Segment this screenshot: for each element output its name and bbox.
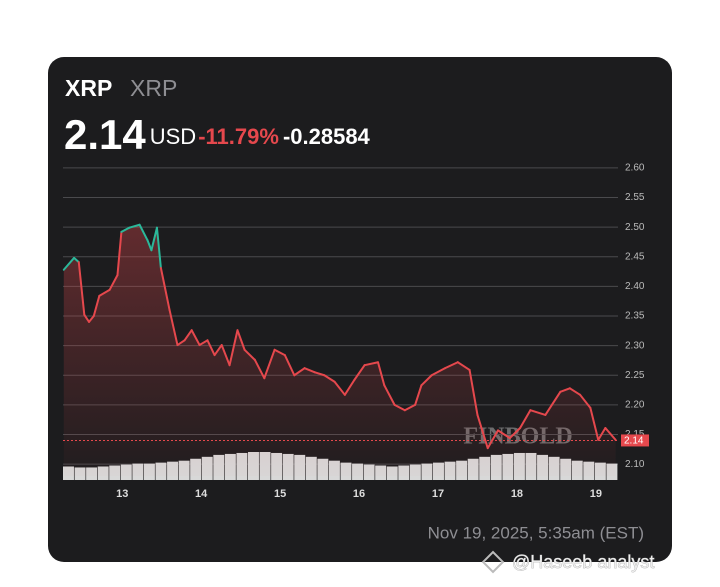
y-tick-label: 2.60 [625,162,645,173]
timestamp: Nov 19, 2025, 5:35am (EST) [428,523,644,542]
price-segment [444,361,459,370]
price-segment [343,379,356,396]
price-segment [263,348,276,380]
change: -0.28584 [283,124,371,149]
x-tick-label: 14 [195,488,208,500]
price-segment [138,223,149,242]
price-segment [420,374,433,387]
price-segment [403,403,417,412]
price-segment [544,390,562,416]
x-tick-label: 19 [590,488,602,500]
currency: USD [150,124,196,149]
y-tick-label: 2.40 [625,281,645,292]
price-segment [353,364,366,381]
price-segment [155,226,162,269]
change-pct: -11.79% [198,124,279,149]
y-tick-label: 2.10 [625,459,645,470]
price-segment [383,384,396,406]
credit-icon [481,550,505,574]
price-segment [183,329,193,342]
price-segment [497,429,511,440]
price-segment [303,367,316,374]
price-segment [476,413,489,450]
price-header: 2.14 USD-11.79% -0.28584 [64,111,371,158]
y-tick-label: 2.55 [625,192,645,203]
y-tick-label: 2.30 [625,340,645,351]
price-segment [519,409,532,429]
price-segment [323,374,336,383]
price-segment [206,339,216,357]
price-segment [92,294,101,317]
price-segment [176,339,186,347]
price-segment [120,226,131,233]
price-segment [116,230,123,277]
price: 2.14 [64,111,146,158]
price-segment [568,387,582,396]
price-area [63,224,616,476]
price-segment [150,226,158,252]
price-segment [486,429,499,450]
price-segment [333,380,346,396]
price-segment [283,354,296,377]
credit: @Haseeb analyst [512,552,654,572]
price-segment [198,339,209,347]
y-tick-label: 2.20 [625,400,645,411]
price-segment [430,367,447,377]
price-segment [363,361,379,367]
x-tick-label: 16 [353,488,365,500]
y-tick-label: 2.50 [625,222,645,233]
price-segment [313,371,326,377]
symbol: XRP [65,75,112,101]
price-segment [243,348,256,361]
price-segment [393,403,406,412]
price-segment [236,329,246,351]
price-segment [83,313,91,323]
price-segment [414,384,423,406]
price-segment [146,239,153,252]
price-segment [168,309,179,347]
y-tick-label: 2.35 [625,311,645,322]
price-segment [597,427,607,441]
price-segment [377,361,386,387]
current-price-tag [621,434,649,447]
price-segment [293,367,306,377]
price-segment [604,427,617,441]
x-tick-label: 17 [432,488,444,500]
asset-name: XRP [130,75,177,101]
price-segment [62,256,76,271]
current-price-label: 2.14 [624,436,644,447]
price-segment [108,274,119,291]
price-segment [159,267,171,312]
price-segment [559,387,571,393]
price-segment [228,329,239,367]
y-tick-label: 2.45 [625,251,645,262]
price-segment [273,348,286,357]
price-segment [589,406,600,441]
x-tick-label: 13 [116,488,128,500]
price-segment [529,409,547,416]
x-tick-label: 18 [511,488,523,500]
price-segment [73,256,80,264]
price-segment [128,223,141,229]
x-tick-label: 15 [274,488,286,500]
price-segment [213,344,223,357]
price-segment [220,344,231,367]
price-segment [468,368,479,416]
price-segment [579,393,592,409]
price-segment [253,358,266,380]
price-segment [508,427,522,440]
price-segment [456,361,471,371]
price-segment [77,261,86,316]
price-segment [88,315,95,323]
price-segment [190,329,201,347]
y-tick-label: 2.25 [625,370,645,381]
price-segment [98,288,111,297]
